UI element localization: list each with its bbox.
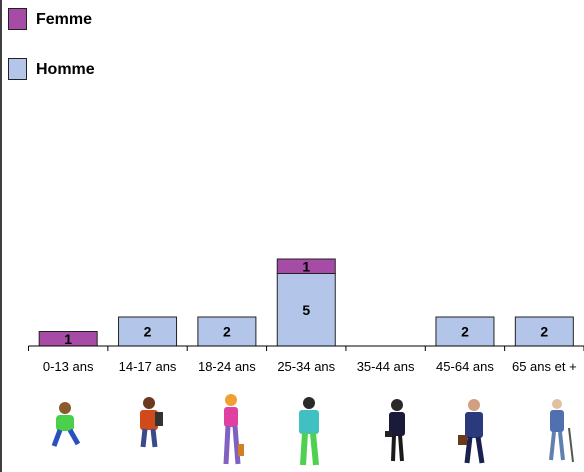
bar-segment (514, 316, 574, 347)
bar-segment (276, 258, 336, 274)
x-tick-label: 65 ans et + (512, 359, 577, 374)
bar-segment (118, 316, 178, 347)
young-woman-icon (223, 394, 244, 465)
child-icon (51, 402, 81, 447)
data-label: 2 (461, 324, 469, 340)
data-label: 2 (223, 324, 231, 340)
data-label: 1 (64, 331, 72, 347)
businessman-icon (458, 399, 485, 464)
data-label: 5 (302, 302, 310, 318)
x-tick-label: 14-17 ans (119, 359, 177, 374)
man-icon (299, 397, 319, 466)
elderly-icon (549, 399, 574, 463)
bar-segment (197, 316, 257, 347)
x-tick-label: 35-44 ans (357, 359, 415, 374)
legend-swatch (8, 58, 27, 80)
x-tick-label: 18-24 ans (198, 359, 256, 374)
x-tick-label: 25-34 ans (277, 359, 335, 374)
bar-segment (435, 316, 495, 347)
x-tick-label: 45-64 ans (436, 359, 494, 374)
data-label: 2 (144, 324, 152, 340)
teen-icon (140, 397, 163, 448)
legend-label: Femme (36, 11, 92, 28)
data-label: 2 (540, 324, 548, 340)
people-icons (51, 394, 574, 466)
businesswoman-icon (385, 399, 405, 462)
legend-swatch (8, 8, 27, 30)
data-label: 1 (302, 258, 310, 274)
legend-label: Homme (36, 61, 95, 78)
x-tick-label: 0-13 ans (43, 359, 94, 374)
